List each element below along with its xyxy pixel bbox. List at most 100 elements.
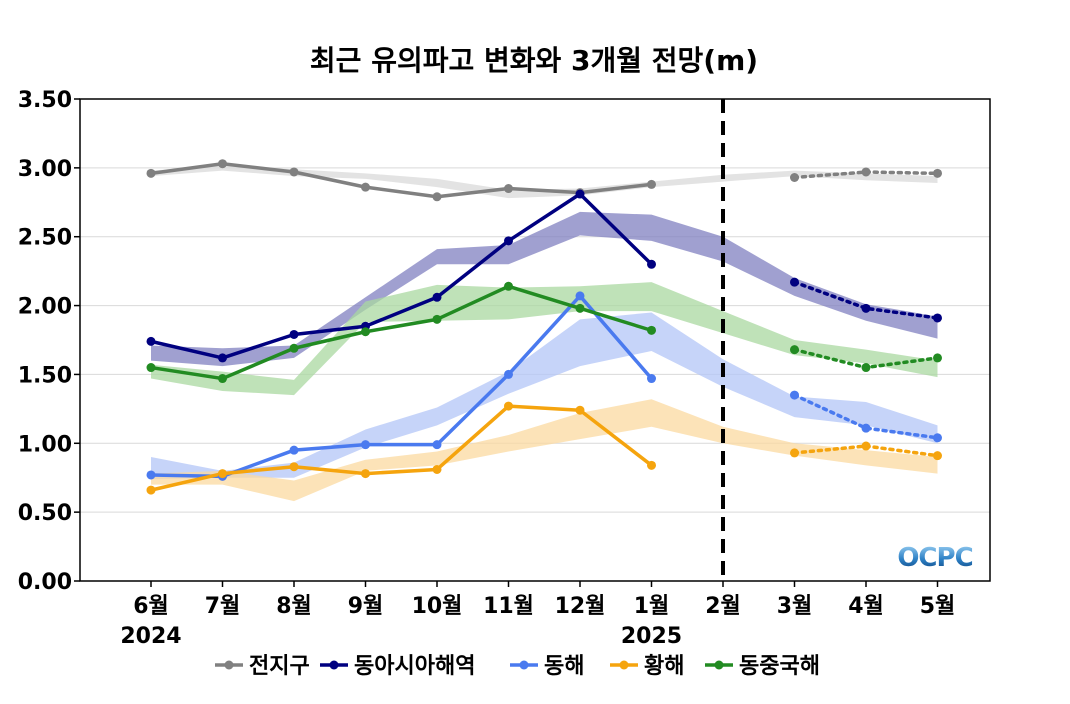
point-동중국해 [933, 353, 942, 363]
point-전지구 [861, 167, 871, 177]
point-동해 [361, 440, 370, 450]
band-layer [151, 165, 938, 502]
point-전지구 [647, 179, 656, 189]
point-동해 [790, 390, 799, 400]
y-tick-label: 0.00 [18, 570, 72, 595]
ocpc-logo-text: OCPC [897, 543, 972, 573]
point-동중국해 [790, 345, 799, 355]
point-황해 [790, 448, 799, 458]
point-동해 [861, 423, 871, 433]
legend-item: 황해 [610, 654, 684, 679]
band-동아시아해역 [151, 211, 938, 367]
point-전지구 [289, 167, 299, 177]
point-전지구 [146, 168, 156, 178]
band-동해 [151, 312, 938, 480]
point-동아시아해역 [575, 189, 585, 199]
chart-title: 최근 유의파고 변화와 3개월 전망(m) [310, 44, 758, 77]
point-전지구 [361, 182, 370, 192]
point-동해 [504, 369, 513, 379]
point-layer [146, 159, 942, 495]
legend-marker [224, 660, 234, 670]
x-tick-label: 11월 [483, 594, 534, 619]
x-tick-label: 8월 [276, 594, 312, 619]
x-tick-label: 2월 [705, 594, 741, 619]
point-동아시아해역 [647, 259, 656, 269]
legend: 전지구 동아시아해역 동해 황해 동중국해 [215, 654, 820, 679]
band-동중국해 [151, 282, 938, 396]
legend-marker [714, 660, 724, 670]
x-tick-label: 4월 [848, 594, 884, 619]
point-동아시아해역 [861, 303, 871, 313]
x-tick-label: 5월 [920, 594, 956, 619]
point-동중국해 [289, 343, 299, 353]
line-전지구 [150, 161, 652, 199]
y-tick-label: 3.50 [18, 88, 72, 113]
point-동중국해 [361, 327, 370, 337]
year-label: 2024 [120, 624, 181, 649]
line-동아시아해역 [150, 192, 653, 360]
point-황해 [361, 469, 370, 479]
y-tick-label: 0.50 [18, 501, 72, 526]
plot-frame [79, 98, 991, 582]
point-동아시아해역 [146, 336, 156, 346]
x-tick-label: 7월 [205, 594, 241, 619]
axis-layer: 0.00 0.50 1.00 1.50 2.00 2.50 3.00 3.50 6월 7월 8월 9월… [18, 88, 956, 649]
point-동중국해 [647, 325, 656, 335]
point-동아시아해역 [218, 353, 227, 363]
legend-item: 동아시아해역 [320, 654, 475, 679]
year-label: 2025 [621, 624, 682, 649]
point-전지구 [790, 172, 799, 182]
point-전지구 [504, 184, 513, 194]
band-전지구 [151, 165, 938, 199]
point-동아시아해역 [289, 329, 299, 339]
point-동아시아해역 [790, 277, 799, 287]
point-황해 [146, 485, 156, 495]
legend-label: 동아시아해역 [354, 654, 475, 679]
point-동해 [432, 440, 442, 450]
point-황해 [861, 441, 871, 451]
point-동해 [647, 374, 656, 384]
x-tick-label: 3월 [777, 594, 813, 619]
legend-item: 동해 [510, 654, 584, 679]
x-tick-label: 9월 [348, 594, 384, 619]
point-황해 [289, 462, 299, 472]
legend-item: 동중국해 [705, 654, 820, 679]
x-tick-label: 1월 [634, 594, 670, 619]
point-동아시아해역 [432, 292, 442, 302]
point-동중국해 [218, 374, 227, 384]
point-동중국해 [146, 363, 156, 373]
point-황해 [504, 401, 513, 411]
legend-item: 전지구 [215, 654, 310, 679]
point-동아시아해역 [504, 236, 513, 246]
legend-marker [519, 660, 529, 670]
x-tick-label: 6월 [133, 594, 169, 619]
legend-label: 황해 [644, 654, 684, 679]
y-tick-label: 2.00 [18, 295, 72, 320]
point-동해 [933, 433, 942, 443]
legend-marker [329, 660, 339, 670]
point-동중국해 [504, 281, 513, 291]
point-동중국해 [861, 363, 871, 373]
point-황해 [647, 460, 656, 470]
x-tick-label: 12월 [555, 594, 606, 619]
x-tick-label: 10월 [412, 594, 463, 619]
point-황해 [933, 451, 942, 461]
legend-label: 동중국해 [739, 654, 820, 679]
legend-label: 전지구 [249, 654, 310, 679]
point-동해 [575, 291, 585, 301]
line-동중국해 [150, 284, 653, 381]
legend-marker [619, 660, 629, 670]
y-tick-label: 2.50 [18, 226, 72, 251]
point-황해 [218, 469, 227, 479]
y-tick-label: 3.00 [18, 157, 72, 182]
band-황해 [151, 399, 938, 502]
y-tick-label: 1.50 [18, 363, 72, 388]
point-동아시아해역 [933, 313, 942, 323]
y-tick-label: 1.00 [18, 432, 72, 457]
line-황해 [150, 404, 653, 492]
point-전지구 [218, 159, 227, 169]
ocpc-logo: OCPC [897, 543, 973, 573]
point-동중국해 [575, 303, 585, 313]
